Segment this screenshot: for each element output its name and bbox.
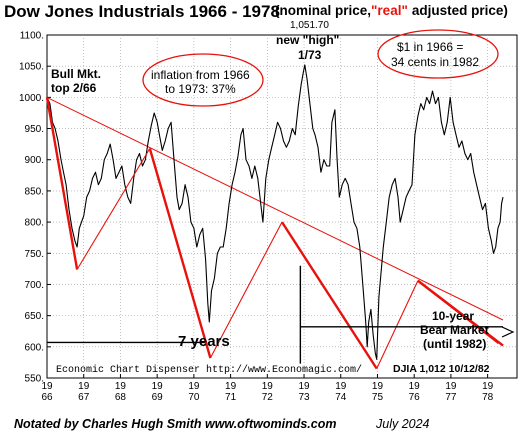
zigzag-segment [148, 148, 212, 359]
y-tick-label: 650. [25, 311, 44, 322]
y-tick-label: 800. [25, 218, 44, 229]
x-tick-label-bottom: 69 [152, 392, 164, 403]
dollar-line1: $1 in 1966 = [397, 40, 463, 54]
plot-frame [46, 34, 518, 379]
bear-line3: (until 1982) [423, 337, 486, 351]
y-axis-ticks: 550. 600. 650. 700. 750. 800. 850. 900. 950. 1000… [19, 31, 51, 385]
x-tick-label-top: 19 [372, 381, 384, 392]
chart-lines [45, 64, 504, 370]
footer-date: July 2024 [375, 417, 430, 431]
y-tick-label: 600. [25, 342, 44, 353]
x-tick-label-top: 19 [262, 381, 274, 392]
bear-line2: Bear Market [420, 323, 489, 337]
subtitle-suffix: adjusted price) [412, 3, 508, 18]
x-tick-label-bottom: 67 [78, 392, 90, 403]
y-tick-label: 550. [25, 374, 44, 385]
subtitle-prefix: (nominal price, [275, 3, 371, 18]
x-tick-label-top: 19 [445, 381, 457, 392]
zigzag-segment [45, 97, 79, 270]
bear-market-red-arrow [417, 279, 504, 347]
y-tick-label: 850. [25, 186, 44, 197]
x-tick-label-top: 19 [409, 381, 421, 392]
source-credit: Economic Chart Dispenser http://www.Econ… [56, 364, 362, 376]
dollar-line2: 34 cents in 1982 [391, 55, 479, 69]
inflation-line1: inflation from 1966 [151, 68, 250, 82]
x-tick-label-top: 19 [115, 381, 127, 392]
x-tick-label-bottom: 74 [335, 392, 347, 403]
x-tick-label-bottom: 76 [409, 392, 421, 403]
footer-notated: Notated by Charles Hugh Smith www.oftwom… [14, 417, 336, 431]
x-tick-label-top: 19 [482, 381, 494, 392]
y-tick-label: 700. [25, 280, 44, 291]
high-label-line2: 1/73 [298, 48, 322, 62]
high-label-line1: new "high" [276, 33, 339, 47]
x-tick-label-bottom: 70 [188, 392, 200, 403]
x-tick-label-bottom: 78 [482, 392, 494, 403]
bear-line1: 10-year [432, 309, 474, 323]
x-tick-label-top: 19 [78, 381, 90, 392]
trend-line [46, 96, 504, 321]
dow-price-line [46, 64, 504, 360]
x-tick-label-bottom: 68 [115, 392, 127, 403]
x-tick-label-bottom: 71 [225, 392, 237, 403]
x-tick-label-top: 19 [41, 381, 53, 392]
inflation-circle [142, 53, 264, 107]
bull-market-line2: top 2/66 [51, 81, 97, 95]
x-tick-label-bottom: 77 [445, 392, 457, 403]
x-tick-label-bottom: 66 [41, 392, 53, 403]
x-tick-label-top: 19 [335, 381, 347, 392]
zigzag-segment [280, 221, 378, 370]
high-value-label: 1,051.70 [290, 20, 329, 31]
zigzag-segment [209, 221, 283, 359]
y-tick-label: 1050. [19, 62, 44, 73]
y-tick-label: 1100. [20, 31, 44, 42]
x-axis-ticks: 1966196719681969197019711972197319741975… [41, 374, 494, 403]
y-tick-label: 1000. [19, 93, 44, 104]
zigzag-segment [376, 280, 419, 369]
dollar-circle [377, 29, 499, 79]
x-tick-label-top: 19 [152, 381, 164, 392]
subtitle-red: "real" [371, 3, 408, 18]
x-tick-label-bottom: 75 [372, 392, 384, 403]
inflation-line2: to 1973: 37% [165, 82, 236, 96]
seven-years-label: 7 years [178, 333, 230, 350]
y-tick-label: 900. [25, 155, 44, 166]
x-tick-label-top: 19 [225, 381, 237, 392]
chart-title: Dow Jones Industrials 1966 - 1978 [4, 2, 280, 21]
bear-market-arrow-head [501, 326, 515, 338]
bull-market-line1: Bull Mkt. [51, 67, 101, 81]
x-tick-label-top: 19 [188, 381, 200, 392]
y-tick-label: 750. [25, 249, 44, 260]
zigzag-segment [76, 148, 151, 270]
chart-subtitle: (nominal price,"real" adjusted price) [275, 3, 508, 18]
y-tick-label: 950. [25, 124, 44, 135]
x-tick-label-bottom: 73 [298, 392, 310, 403]
x-tick-label-bottom: 72 [262, 392, 274, 403]
x-tick-label-top: 19 [298, 381, 310, 392]
djia-note: DJIA 1,012 10/12/82 [393, 363, 490, 375]
